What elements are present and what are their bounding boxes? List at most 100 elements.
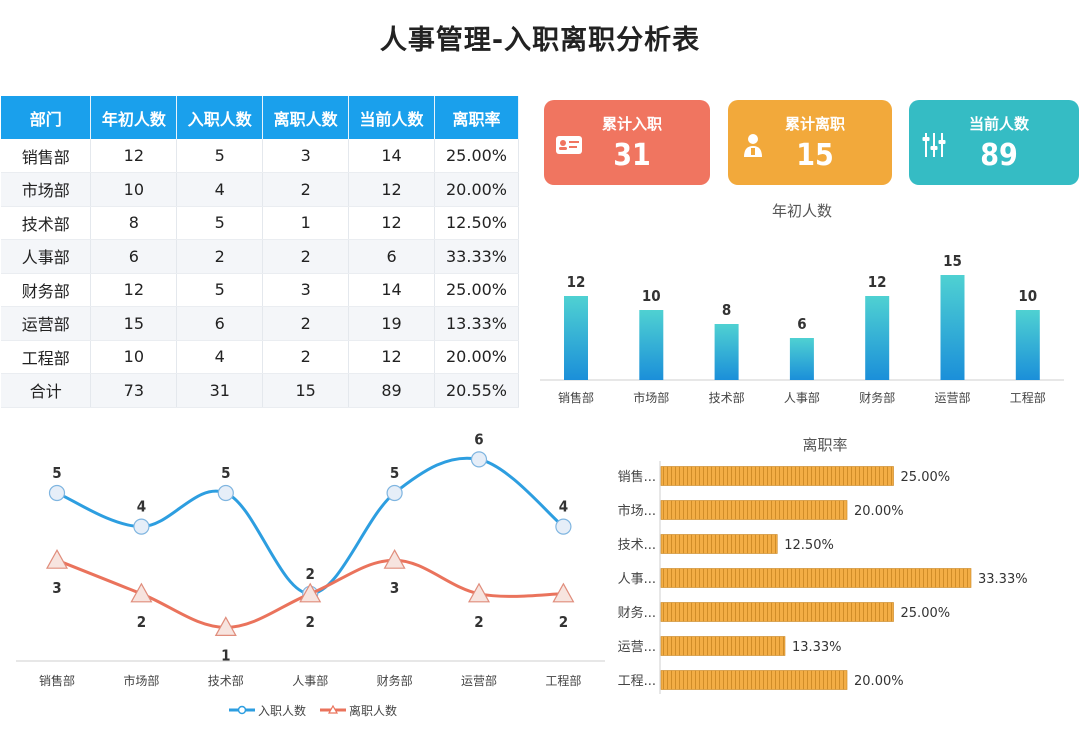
table-cell: 4 [176,340,264,374]
bar [564,296,588,380]
table-cell: 3 [262,139,350,173]
hbar-tick-label: 市场... [618,503,656,519]
hired-point [555,518,572,535]
table-cell: 运营部 [1,306,92,341]
column-header: 离职人数 [262,96,350,139]
column-header: 离职率 [434,96,519,139]
hired-point [217,484,234,502]
card-label: 累计离职 [784,115,845,133]
table-header-row: 部门 年初人数 入职人数 离职人数 当前人数 离职率 [1,96,519,139]
table-cell: 12 [348,340,436,374]
hired-data-label: 2 [306,565,315,583]
bar-data-label: 12 [868,273,887,291]
table-cell: 5 [176,139,264,173]
hired-point [470,451,488,468]
legend-marker [237,705,247,715]
bar [789,338,814,380]
table-row: 工程部 10 4 2 12 20.00% [1,340,519,374]
hbar-tick-label: 人事... [618,572,656,587]
hired-data-label: 5 [52,464,61,482]
hbar [660,500,848,520]
hbar [660,466,894,486]
left-data-label: 3 [52,579,61,597]
department-table: 部门 年初人数 入职人数 离职人数 当前人数 离职率 销售部 12 5 3 14 25.00% 市场部… [1,96,519,408]
table-cell: 市场部 [1,172,92,207]
table-cell: 20.00% [434,340,519,374]
table-cell: 合计 [1,373,92,408]
hbar-tick-label: 技术... [618,538,656,553]
bar [940,275,965,380]
bar [639,310,664,380]
left-point [299,582,322,603]
card-label: 当前人数 [968,115,1029,133]
bar-data-label: 6 [797,315,806,333]
hbar-tick-label: 运营... [618,640,656,655]
table-cell: 4 [176,172,264,207]
table-row: 市场部 10 4 2 12 20.00% [1,172,519,207]
line-tick-label: 人事部 [292,673,328,688]
table-cell: 2 [262,239,350,274]
table-cell: 33.33% [434,239,519,274]
table-cell: 12 [90,273,178,307]
hbar [660,534,778,554]
table-cell: 人事部 [1,239,92,274]
hbar-data-label: 25.00% [901,470,951,485]
left-point [45,548,69,569]
table-cell: 工程部 [1,340,92,374]
card-total-hired: 累计入职 31 [544,100,710,185]
table-cell: 财务部 [1,273,92,307]
hbar-data-label: 20.00% [854,504,904,519]
bar-tick-label: 财务部 [859,390,895,405]
left-data-label: 1 [221,646,230,664]
hbar [660,568,972,588]
line-tick-label: 销售部 [39,673,75,688]
table-cell: 19 [348,306,436,341]
table-cell: 20.55% [434,373,519,408]
hired-data-label: 6 [474,430,483,448]
column-header: 部门 [1,96,92,139]
hired-point [48,484,66,502]
hbar-data-label: 33.33% [978,572,1028,587]
table-cell: 15 [262,373,350,408]
hired-data-label: 4 [137,498,146,516]
bar-tick-label: 运营部 [934,390,970,405]
bar-tick-label: 市场部 [633,390,669,405]
card-label: 累计入职 [601,115,662,133]
table-cell: 10 [90,172,178,207]
bar-tick-label: 工程部 [1010,390,1046,405]
left-point [383,548,406,569]
line-tick-label: 技术部 [208,673,244,688]
table-cell: 6 [176,306,264,341]
table-cell: 8 [90,206,178,240]
bar [714,324,739,380]
table-cell: 14 [348,139,436,173]
card-value: 31 [613,138,651,173]
hbar-data-label: 13.33% [792,640,842,655]
table-cell: 6 [90,239,178,274]
left-data-label: 2 [474,613,483,631]
legend-label: 离职人数 [349,703,397,718]
left-point [552,582,575,603]
table-cell: 20.00% [434,172,519,207]
bar-chart-title: 年初人数 [772,202,832,220]
hbar-tick-label: 销售... [618,469,656,485]
bar-data-label: 8 [722,301,731,319]
bar-data-label: 10 [642,287,661,305]
bar-data-label: 12 [567,273,586,291]
card-current-headcount: 当前人数 89 [909,100,1079,185]
hbar [660,670,848,690]
line-tick-label: 市场部 [123,673,159,688]
table-cell: 73 [90,373,178,408]
card-total-left: 累计离职 15 [728,100,892,185]
column-header: 年初人数 [90,96,178,139]
table-cell: 5 [176,206,264,240]
column-header: 入职人数 [176,96,264,139]
table-cell: 10 [90,340,178,374]
hbar [660,636,786,656]
bar-tick-label: 销售部 [558,390,594,405]
left-data-label: 2 [559,613,568,631]
table-cell: 销售部 [1,139,92,173]
hired-data-label: 5 [390,464,399,482]
table-row: 人事部 6 2 2 6 33.33% [1,239,519,274]
